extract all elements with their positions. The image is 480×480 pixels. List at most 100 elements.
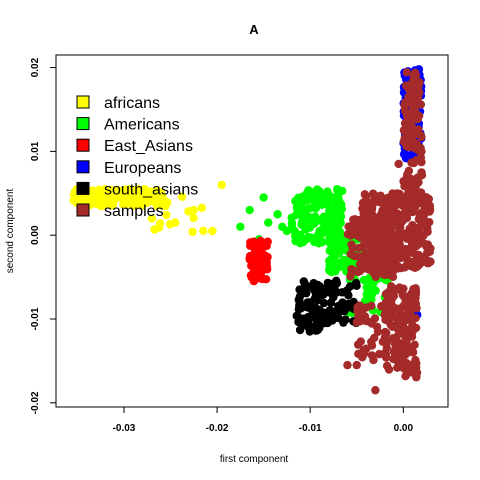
data-point <box>420 239 429 249</box>
data-point <box>397 319 407 328</box>
data-point <box>394 231 404 240</box>
data-point <box>394 159 403 169</box>
data-point <box>358 353 367 362</box>
data-point <box>320 213 329 222</box>
data-point <box>105 187 115 196</box>
data-point <box>355 215 364 225</box>
data-point <box>387 223 397 232</box>
series-east_asians <box>245 236 272 286</box>
data-point <box>398 290 407 300</box>
legend-item-east_asians: East_Asians <box>76 138 193 155</box>
legend-swatch <box>76 181 90 195</box>
data-point <box>399 125 409 135</box>
data-point <box>388 284 398 293</box>
data-point <box>412 140 422 149</box>
x-axis-title: first component <box>220 454 289 465</box>
legend-item-south_asians: south_asians <box>76 181 198 198</box>
data-point <box>295 292 305 301</box>
data-point <box>217 180 226 190</box>
data-point <box>380 337 389 346</box>
data-point <box>314 190 323 200</box>
data-point <box>408 303 417 312</box>
data-point <box>140 195 149 205</box>
data-point <box>397 350 407 359</box>
data-point <box>416 100 426 109</box>
data-point <box>308 309 318 319</box>
data-point <box>388 249 398 259</box>
points-layer <box>69 65 435 395</box>
data-point <box>298 237 308 247</box>
legend-item-samples: samples <box>76 203 164 220</box>
data-point <box>403 368 413 378</box>
data-point <box>383 215 392 225</box>
data-point <box>410 71 419 80</box>
data-point <box>297 220 307 229</box>
data-point <box>402 81 411 90</box>
y-tick-label: -0.02 <box>30 391 41 414</box>
data-point <box>410 340 419 349</box>
data-point <box>382 328 391 338</box>
data-point <box>97 187 107 196</box>
data-point <box>361 192 371 201</box>
data-point <box>292 311 301 321</box>
legend-label: East_Asians <box>104 138 193 155</box>
y-tick-label: 0.01 <box>30 141 41 161</box>
data-point <box>385 262 394 272</box>
data-point <box>400 119 410 128</box>
data-point <box>102 197 112 207</box>
data-point <box>334 249 344 258</box>
data-point <box>295 285 304 294</box>
legend-label: samples <box>104 203 164 220</box>
data-point <box>371 272 380 282</box>
data-point <box>417 147 426 156</box>
data-point <box>304 323 314 333</box>
series-samples <box>343 68 435 395</box>
data-point <box>370 231 379 241</box>
data-point <box>363 198 372 208</box>
data-point <box>384 293 393 303</box>
data-point <box>412 262 422 271</box>
data-point <box>364 265 373 274</box>
data-point <box>411 242 421 251</box>
data-point <box>139 188 149 198</box>
data-point <box>246 238 255 247</box>
data-point <box>396 329 405 338</box>
data-point <box>298 210 307 219</box>
data-point <box>404 166 414 176</box>
data-point <box>369 256 378 265</box>
data-point <box>292 204 302 213</box>
data-point <box>402 68 411 77</box>
data-point <box>417 220 426 229</box>
data-point <box>344 291 353 300</box>
data-point <box>199 226 208 235</box>
legend-swatch <box>76 95 90 109</box>
data-point <box>405 206 415 215</box>
data-point <box>367 341 377 350</box>
data-point <box>388 312 397 322</box>
data-point <box>419 255 429 265</box>
data-point <box>402 152 411 162</box>
data-point <box>120 199 129 209</box>
data-point <box>301 190 311 199</box>
data-point <box>189 213 198 223</box>
x-tick-label: -0.02 <box>206 423 229 434</box>
data-point <box>189 205 199 215</box>
data-point <box>402 325 412 334</box>
data-point <box>383 306 392 316</box>
data-point <box>263 252 272 262</box>
data-point <box>311 294 320 304</box>
data-point <box>125 185 134 194</box>
data-point <box>312 237 321 246</box>
data-point <box>423 202 432 211</box>
data-point <box>116 193 125 202</box>
legend-label: south_asians <box>104 181 198 198</box>
data-point <box>395 239 404 249</box>
data-point <box>367 351 377 360</box>
data-point <box>177 192 187 201</box>
data-point <box>291 232 300 241</box>
y-axis: -0.02 -0.01 0.00 0.01 0.02 <box>30 57 56 414</box>
data-point <box>411 286 421 296</box>
data-point <box>302 289 311 298</box>
data-point <box>390 339 400 348</box>
